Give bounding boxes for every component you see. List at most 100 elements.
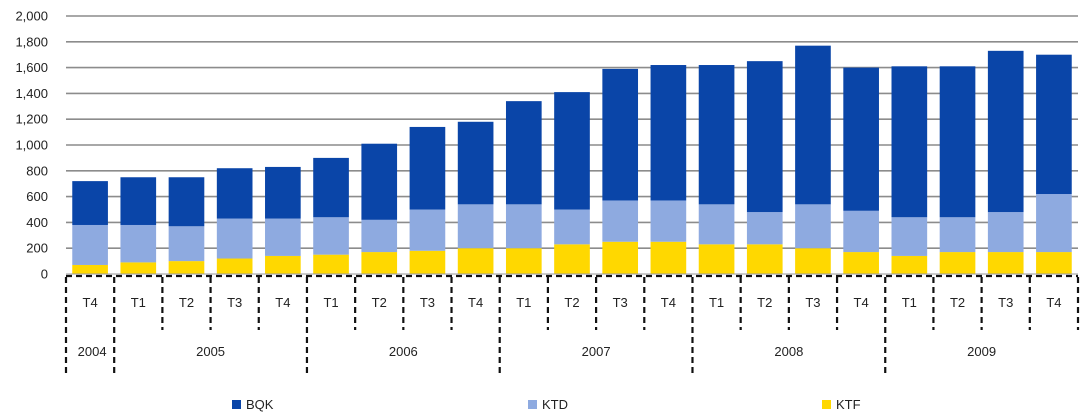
- year-label: 2009: [967, 344, 996, 359]
- bar-ktf: [554, 244, 590, 274]
- bar-ktf: [1036, 252, 1072, 274]
- bar-ktf: [939, 252, 976, 274]
- bar-ktd: [409, 209, 446, 251]
- year-label: 2004: [78, 344, 107, 359]
- bar-ktd: [843, 210, 879, 253]
- x-tick-label: T4: [1046, 295, 1061, 310]
- bar-ktd: [554, 209, 590, 245]
- bar-ktf: [891, 255, 928, 274]
- bar-ktd: [505, 204, 542, 249]
- x-tick-label: T4: [468, 295, 483, 310]
- bar-ktd: [313, 217, 349, 255]
- y-tick-label: 0: [41, 267, 48, 282]
- bar-ktf: [795, 248, 831, 274]
- bars: [72, 45, 1072, 274]
- bar-ktd: [698, 204, 735, 245]
- bar-ktd: [795, 204, 831, 249]
- bar-ktf: [409, 250, 446, 274]
- legend: BQK KTD KTF: [232, 397, 861, 412]
- x-tick-label: T3: [805, 295, 820, 310]
- y-tick-label: 1,400: [15, 86, 48, 101]
- y-tick-label: 400: [26, 215, 48, 230]
- bar-ktf: [361, 252, 398, 274]
- x-tick-label: T1: [516, 295, 531, 310]
- bar-bqk: [168, 177, 205, 227]
- y-axis: 0 200 400 600 800 1,000 1,200 1,400 1,600 1,800 2,…: [15, 9, 48, 282]
- bar-ktf: [602, 241, 639, 274]
- bar-ktd: [265, 218, 301, 256]
- x-tick-label: T1: [323, 295, 338, 310]
- bar-ktd: [650, 200, 687, 242]
- x-tick-label: T4: [854, 295, 869, 310]
- x-tick-label: T4: [83, 295, 98, 310]
- x-tick-label: T1: [131, 295, 146, 310]
- bar-bqk: [650, 65, 687, 201]
- x-tick-label: T3: [998, 295, 1013, 310]
- x-tick-label: T3: [227, 295, 242, 310]
- bar-bqk: [1036, 54, 1072, 195]
- x-tick-label: T3: [420, 295, 435, 310]
- bar-ktf: [120, 262, 157, 274]
- x-tick-label: T4: [661, 295, 676, 310]
- bar-ktd: [891, 217, 928, 256]
- bar-ktd: [361, 219, 398, 253]
- bar-ktd: [939, 217, 976, 253]
- y-tick-label: 600: [26, 189, 48, 204]
- y-tick-label: 2,000: [15, 9, 48, 24]
- bar-ktd: [168, 226, 205, 262]
- bar-bqk: [795, 45, 831, 205]
- bar-ktf: [313, 254, 349, 274]
- bar-bqk: [120, 177, 157, 225]
- x-tick-label: T1: [902, 295, 917, 310]
- x-axis: T4 T1 T2 T3 T4 T1 T2 T3 T4 T1 T2 T3 T4 T1 T2 T3 T4 T1 T2 T3…: [64, 273, 1080, 374]
- bar-ktd: [1036, 194, 1072, 253]
- bar-bqk: [939, 66, 976, 218]
- bar-ktf: [457, 248, 494, 274]
- bar-bqk: [554, 92, 590, 210]
- year-label: 2006: [389, 344, 418, 359]
- bar-bqk: [843, 67, 879, 211]
- y-tick-label: 1,200: [15, 112, 48, 127]
- bar-ktf: [650, 241, 687, 274]
- bar-ktd: [987, 212, 1024, 253]
- bar-ktf: [746, 244, 783, 274]
- bar-bqk: [457, 121, 494, 205]
- x-tick-label: T2: [950, 295, 965, 310]
- x-tick-label: T2: [372, 295, 387, 310]
- bar-ktf: [265, 255, 301, 274]
- bar-bqk: [505, 101, 542, 205]
- bar-bqk: [891, 66, 928, 218]
- legend-swatch-ktf: [822, 400, 831, 409]
- bar-ktd: [120, 224, 157, 263]
- x-tick-label: T1: [709, 295, 724, 310]
- y-tick-label: 200: [26, 241, 48, 256]
- bar-bqk: [698, 65, 735, 205]
- bar-ktf: [698, 244, 735, 274]
- legend-swatch-ktd: [528, 400, 537, 409]
- bar-bqk: [313, 157, 349, 218]
- bar-ktf: [216, 258, 253, 274]
- bar-bqk: [265, 166, 301, 219]
- year-label: 2007: [582, 344, 611, 359]
- legend-label-bqk: BQK: [246, 397, 274, 412]
- bar-bqk: [602, 68, 639, 201]
- bar-ktd: [72, 224, 108, 265]
- x-tick-label: T2: [564, 295, 579, 310]
- bar-bqk: [746, 61, 783, 213]
- bar-ktf: [168, 261, 205, 274]
- x-tick-label: T4: [275, 295, 290, 310]
- bar-ktf: [72, 264, 108, 274]
- bar-ktf: [987, 252, 1024, 274]
- bar-ktd: [457, 204, 494, 249]
- bar-ktd: [216, 218, 253, 259]
- year-label: 2005: [196, 344, 225, 359]
- bar-bqk: [409, 126, 446, 210]
- legend-swatch-bqk: [232, 400, 241, 409]
- x-tick-label: T3: [613, 295, 628, 310]
- year-label: 2008: [774, 344, 803, 359]
- legend-label-ktd: KTD: [542, 397, 568, 412]
- bar-bqk: [987, 50, 1024, 213]
- y-tick-label: 1,000: [15, 138, 48, 153]
- bar-ktf: [843, 252, 879, 274]
